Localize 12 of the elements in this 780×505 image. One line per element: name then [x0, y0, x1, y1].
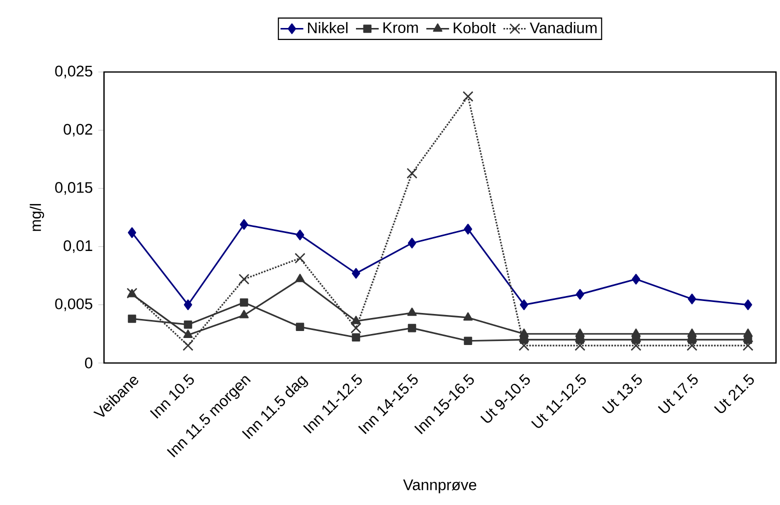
y-tick-label: 0,01 — [64, 240, 92, 253]
x-axis-title: Vannprøve — [403, 480, 476, 494]
legend-label: Vanadium — [530, 22, 597, 34]
y-tick-label: 0 — [85, 358, 92, 368]
legend-label: Krom — [383, 22, 418, 34]
legend-label: Nikkel — [308, 22, 348, 34]
y-tick-label: 0,025 — [55, 66, 92, 78]
y-tick-label: 0,015 — [55, 182, 92, 195]
y-axis-title: mg/l — [30, 204, 44, 231]
y-tick-label: 0,02 — [64, 124, 92, 137]
legend-label: Kobolt — [454, 22, 496, 34]
y-tick-label: 0,005 — [55, 298, 92, 312]
